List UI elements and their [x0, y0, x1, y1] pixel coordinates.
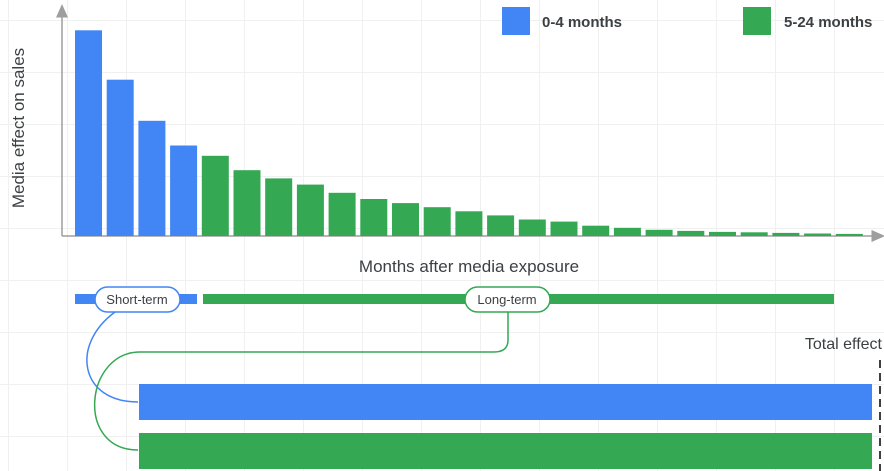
bar-month-17 — [613, 227, 641, 236]
bar-month-18 — [645, 229, 673, 236]
long-term-label: Long-term — [477, 292, 536, 307]
total-long-term-bar — [139, 433, 872, 469]
bar-month-16 — [582, 225, 610, 236]
y-axis-label: Media effect on sales — [9, 48, 28, 208]
bar-month-12 — [455, 211, 483, 236]
bar-month-0 — [75, 30, 102, 236]
bar-month-11 — [423, 207, 451, 236]
bar-month-2 — [138, 120, 166, 236]
legend-swatch-short — [502, 7, 530, 35]
bar-month-23 — [804, 233, 832, 236]
bar-month-9 — [360, 199, 388, 236]
long-term-pill — [464, 286, 551, 313]
bar-month-24 — [835, 233, 863, 236]
bar-month-6 — [265, 178, 293, 236]
legend-label-short: 0-4 months — [542, 14, 622, 31]
bar-month-20 — [709, 231, 736, 236]
x-axis-label: Months after media exposure — [359, 257, 579, 276]
bar-month-15 — [550, 221, 578, 236]
bar-month-8 — [328, 192, 356, 236]
bar-month-14 — [518, 219, 546, 236]
short-term-connector — [86, 311, 139, 403]
bar-month-10 — [392, 203, 419, 236]
bar-month-7 — [296, 184, 324, 236]
bar-month-1 — [106, 79, 134, 236]
bar-month-4 — [201, 155, 229, 236]
legend-label-long: 5-24 months — [784, 14, 872, 31]
short-term-pill — [94, 286, 181, 313]
short-term-label: Short-term — [106, 292, 167, 307]
legend-swatch-long — [743, 7, 771, 35]
total-short-term-bar — [139, 384, 872, 420]
long-term-connector — [93, 312, 509, 451]
bar-month-19 — [677, 230, 705, 236]
bar-month-3 — [170, 145, 198, 236]
bar-group — [75, 30, 863, 236]
bar-month-13 — [487, 215, 515, 236]
total-effect-label: Total effect — [805, 336, 883, 353]
bar-month-5 — [233, 170, 261, 236]
bar-month-22 — [772, 232, 800, 236]
bar-month-21 — [740, 232, 768, 236]
